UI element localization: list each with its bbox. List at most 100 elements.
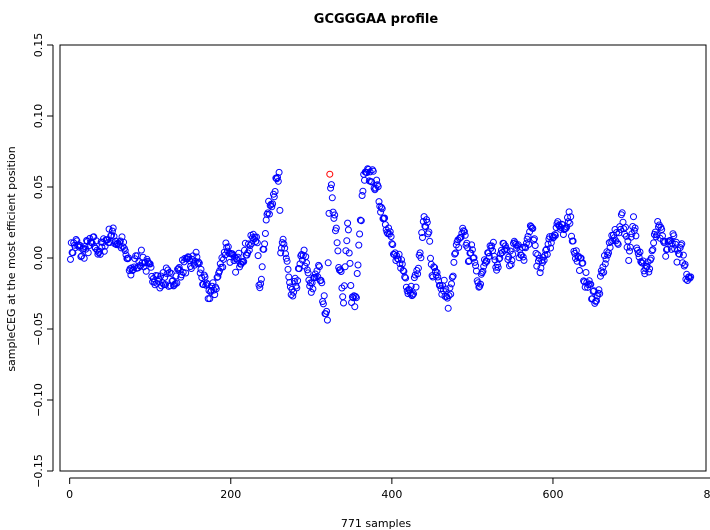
data-point xyxy=(488,242,496,250)
data-point xyxy=(269,200,277,208)
data-point xyxy=(282,250,289,258)
data-point xyxy=(514,242,521,250)
data-point xyxy=(174,265,182,273)
data-point xyxy=(366,168,374,176)
data-point xyxy=(663,245,671,253)
data-point xyxy=(675,250,683,258)
data-point xyxy=(234,253,242,261)
data-point xyxy=(224,243,232,251)
data-point xyxy=(67,255,74,263)
data-point xyxy=(77,253,85,261)
data-point xyxy=(641,270,649,278)
data-point xyxy=(648,247,656,255)
data-point xyxy=(351,303,359,311)
data-point xyxy=(668,239,676,247)
data-point xyxy=(73,237,81,245)
data-point xyxy=(569,237,577,245)
data-point xyxy=(232,268,240,276)
data-point xyxy=(193,253,201,261)
data-point xyxy=(654,218,662,225)
data-point xyxy=(337,268,345,275)
data-point xyxy=(525,240,533,248)
data-point xyxy=(461,231,469,239)
data-point xyxy=(341,263,349,271)
data-point xyxy=(613,239,621,247)
data-point xyxy=(339,293,347,301)
chart-title: GCGGGAA profile xyxy=(314,12,439,27)
data-point xyxy=(533,262,541,270)
data-point xyxy=(274,173,281,181)
data-point xyxy=(414,264,422,272)
data-point xyxy=(222,239,230,247)
data-point xyxy=(529,225,537,232)
data-points xyxy=(67,165,695,324)
data-point xyxy=(338,284,346,292)
data-point xyxy=(334,247,342,255)
data-point xyxy=(416,249,424,257)
data-point xyxy=(639,257,647,265)
data-point xyxy=(354,261,362,269)
data-point xyxy=(401,273,409,281)
data-point xyxy=(100,247,108,255)
highlighted-data-point xyxy=(326,170,334,178)
data-point xyxy=(447,290,455,298)
data-point xyxy=(681,261,689,268)
data-point xyxy=(265,210,273,218)
data-point xyxy=(219,263,227,271)
data-point xyxy=(409,291,417,299)
data-point xyxy=(386,228,394,236)
data-point xyxy=(195,258,202,266)
data-point xyxy=(469,254,477,262)
x-axis: 0 200 400 600 800 xyxy=(66,477,710,501)
data-point xyxy=(343,237,351,245)
data-point xyxy=(330,214,338,222)
data-point xyxy=(74,242,82,250)
x-tick-label: 400 xyxy=(381,488,402,501)
data-point xyxy=(455,243,463,251)
data-point xyxy=(677,241,685,249)
data-point xyxy=(137,246,145,254)
x-tick-label: 800 xyxy=(704,488,710,501)
y-axis-label: sampleCEG at the most efficient position xyxy=(5,146,18,371)
data-point xyxy=(129,267,136,274)
x-axis-label: 771 samples xyxy=(341,517,411,530)
data-point xyxy=(634,250,642,258)
data-point xyxy=(670,232,678,240)
data-point xyxy=(226,258,234,266)
data-point xyxy=(460,227,467,235)
data-point xyxy=(497,250,505,258)
data-point xyxy=(389,241,397,249)
data-point xyxy=(109,224,117,232)
data-point xyxy=(375,198,383,206)
data-point xyxy=(127,271,135,279)
data-point xyxy=(257,275,265,283)
data-point xyxy=(477,280,484,288)
data-point xyxy=(284,265,292,273)
data-point xyxy=(303,266,311,274)
data-point xyxy=(291,274,299,282)
data-point xyxy=(423,216,430,224)
data-point xyxy=(585,277,593,285)
data-point xyxy=(577,254,585,262)
data-point xyxy=(173,279,181,287)
data-point xyxy=(256,284,264,292)
data-point xyxy=(582,269,590,276)
data-point xyxy=(274,177,282,185)
data-point xyxy=(601,260,609,268)
data-point xyxy=(673,258,681,266)
data-point xyxy=(377,208,385,216)
data-point xyxy=(595,286,603,294)
data-point xyxy=(520,256,528,264)
data-point xyxy=(460,228,468,236)
data-point xyxy=(262,216,270,224)
data-point xyxy=(632,232,640,240)
data-point xyxy=(347,282,355,289)
data-point xyxy=(496,254,504,262)
data-point xyxy=(678,240,686,248)
data-point xyxy=(410,290,418,298)
data-point xyxy=(531,242,539,249)
data-point xyxy=(436,282,444,289)
data-point xyxy=(374,183,382,191)
data-point xyxy=(451,250,459,258)
